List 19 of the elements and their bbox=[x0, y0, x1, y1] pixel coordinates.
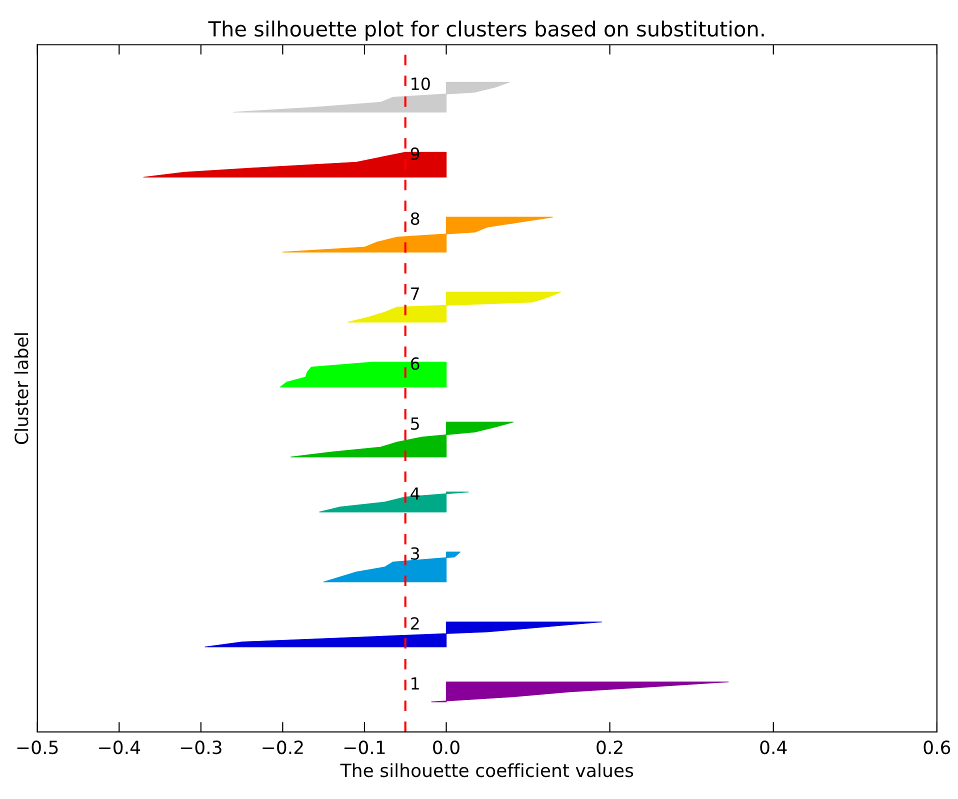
series-label: 2 bbox=[411, 617, 419, 630]
x-axis-title: The silhouette coefficient values bbox=[340, 763, 634, 778]
x-tick-label: −0.2 bbox=[262, 740, 303, 754]
x-tick-label: −0.1 bbox=[344, 740, 385, 754]
x-tick-label: 0.6 bbox=[924, 740, 950, 754]
y-axis-title: Cluster label bbox=[14, 333, 28, 444]
series-label: 5 bbox=[411, 417, 419, 430]
x-tick-label: −0.5 bbox=[17, 740, 58, 754]
x-tick-label: 0.4 bbox=[760, 740, 787, 754]
chart-title: The silhouette plot for clusters based on substitution. bbox=[208, 20, 764, 41]
x-tick-label: 0.2 bbox=[596, 740, 622, 754]
x-tick-label: 0.0 bbox=[433, 740, 460, 754]
series-label: 1 bbox=[412, 677, 419, 690]
series-label: 7 bbox=[411, 288, 419, 300]
series-label: 3 bbox=[411, 547, 420, 560]
series-label: 10 bbox=[412, 77, 430, 90]
series-label: 8 bbox=[410, 212, 420, 225]
x-tick-label: −0.3 bbox=[180, 740, 222, 754]
x-tick-label: −0.4 bbox=[99, 740, 140, 754]
